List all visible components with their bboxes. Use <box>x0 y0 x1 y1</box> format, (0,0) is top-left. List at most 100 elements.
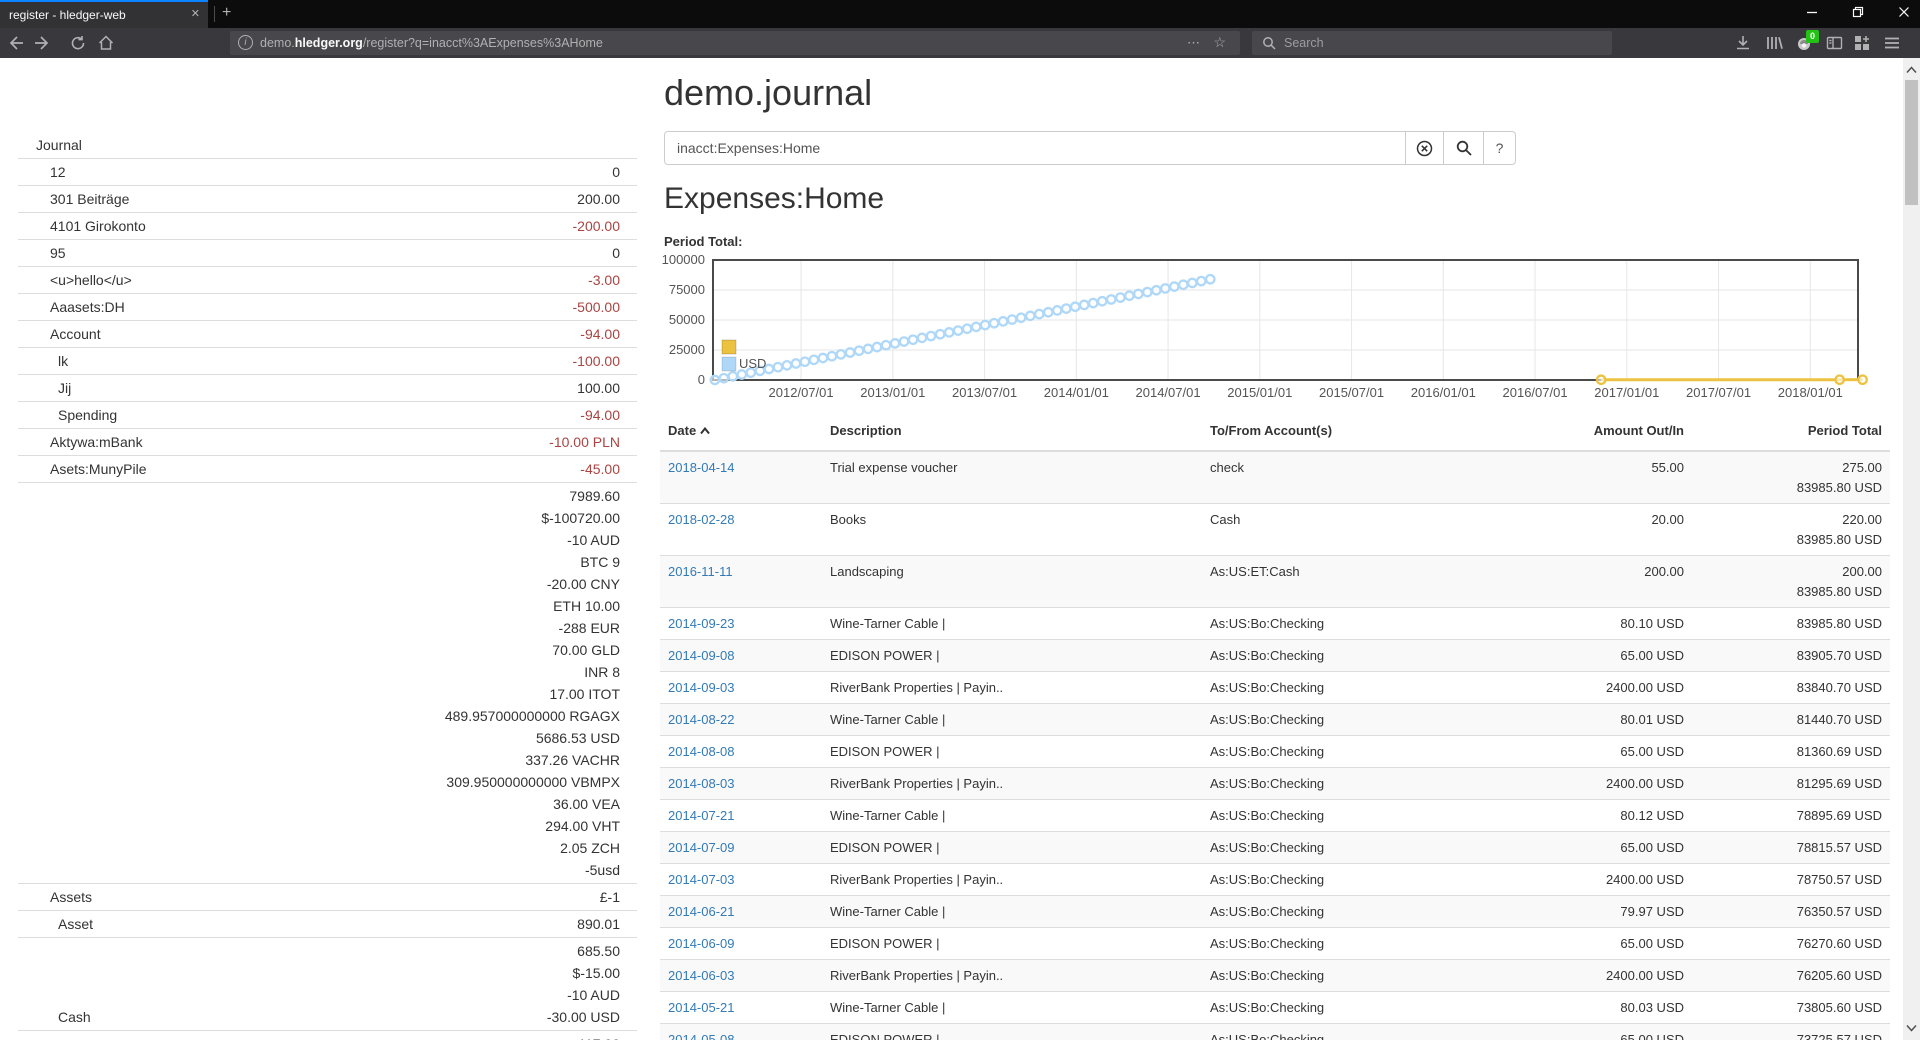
home-icon[interactable] <box>98 35 114 51</box>
period-total-chart[interactable]: 2012/07/01 2013/01/01 2013/07/01 2014/01/01… <box>650 248 1903 413</box>
sidebar-account-link[interactable]: 301 Beiträge <box>50 191 130 207</box>
transaction-description: RiverBank Properties | Payin.. <box>822 863 1202 896</box>
sidebar-account-link[interactable]: 12 <box>50 164 66 180</box>
transaction-date-link[interactable]: 2014-09-08 <box>668 648 735 663</box>
transaction-account: As:US:Bo:Checking <box>1202 767 1482 800</box>
period-total-amount: 78750.57 USD <box>1796 872 1882 887</box>
sidebar-account-link[interactable]: Assets <box>50 889 93 905</box>
sidebar-account-link[interactable]: Account <box>50 326 101 342</box>
sidebar-account-link[interactable]: Spending <box>58 407 118 423</box>
menu-hamburger-icon[interactable] <box>1884 35 1900 51</box>
col-account[interactable]: To/From Account(s) <box>1202 414 1482 452</box>
sidebar-account-link[interactable]: 4101 Girokonto <box>50 218 146 234</box>
clear-query-button[interactable] <box>1405 131 1444 165</box>
transaction-date-link[interactable]: 2014-06-09 <box>668 936 735 951</box>
transaction-date-link[interactable]: 2014-07-21 <box>668 808 735 823</box>
extension-icon[interactable]: 0 <box>1796 30 1819 51</box>
transaction-date-link[interactable]: 2014-08-22 <box>668 712 735 727</box>
balance-amount: 7989.60 <box>569 488 620 504</box>
sidebar-account-link[interactable]: Journal <box>36 137 82 153</box>
back-icon[interactable] <box>8 35 24 51</box>
data-point <box>1177 279 1189 291</box>
query-input[interactable] <box>664 131 1406 165</box>
data-point <box>997 316 1009 327</box>
balance-amount: £-1 <box>599 889 620 905</box>
url-bar[interactable]: i demo.hledger.org/register?q=inacct%3AE… <box>230 31 1240 55</box>
sidebar-table: Journal 12 0 301 Beiträge 200.00 4101 Girokon… <box>18 132 637 1040</box>
reload-icon[interactable] <box>70 35 86 51</box>
sidebar-account-link[interactable]: Jij <box>58 380 72 396</box>
sidebar-account-link[interactable]: lk <box>58 353 69 369</box>
transaction-date-link[interactable]: 2018-04-14 <box>668 460 735 475</box>
downloads-icon[interactable] <box>1735 35 1751 51</box>
transaction-amount: 80.10 USD <box>1482 607 1692 640</box>
register-row: 2014-09-03 RiverBank Properties | Payin..… <box>660 671 1890 704</box>
submit-search-button[interactable] <box>1443 131 1484 165</box>
browser-search-field[interactable]: Search <box>1252 31 1612 55</box>
balance-amount: 36.00 VEA <box>553 796 620 812</box>
transaction-date-link[interactable]: 2014-08-08 <box>668 744 735 759</box>
register-row: 2014-08-03 RiverBank Properties | Payin..… <box>660 767 1890 800</box>
sidebar-account-link[interactable]: <u>hello</u> <box>50 272 132 288</box>
col-period-total[interactable]: Period Total <box>1692 414 1890 452</box>
new-tab-button[interactable]: + <box>222 4 232 21</box>
col-date[interactable]: Date <box>660 414 822 452</box>
transaction-account: Cash <box>1202 503 1482 556</box>
url-path: /register?q=inacct%3AExpenses%3AHome <box>362 36 603 50</box>
sidebar-account-link[interactable]: Aktywa:mBank <box>50 434 143 450</box>
balance-amount: BTC 9 <box>580 554 620 570</box>
sidebar-account-link[interactable]: Asets:MunyPile <box>50 461 147 477</box>
period-total-amount: 81295.69 USD <box>1796 776 1882 791</box>
sidebar-account-link[interactable]: Asset <box>58 916 94 932</box>
minimize-icon[interactable] <box>1802 5 1822 23</box>
register-row: 2018-02-28 Books Cash 20.00 220.00 83985.80 U… <box>660 503 1890 556</box>
transaction-date-link[interactable]: 2016-11-11 <box>668 564 733 579</box>
sidebar-toggle-icon[interactable] <box>1826 35 1843 51</box>
activity-stream-icon[interactable] <box>1854 35 1870 51</box>
sidebar-account-link[interactable]: Cash <box>58 1009 91 1025</box>
x-tick-label: 2015/07/01 <box>1319 385 1384 400</box>
period-total-cell: 83985.80 USD <box>1692 607 1890 640</box>
transaction-date-link[interactable]: 2014-07-09 <box>668 840 735 855</box>
transaction-account: As:US:Bo:Checking <box>1202 671 1482 704</box>
scrollbar-thumb[interactable] <box>1905 80 1918 205</box>
plot-border <box>712 259 1859 381</box>
balance-amount: 5686.53 USD <box>535 730 620 746</box>
close-window-icon[interactable] <box>1894 5 1914 23</box>
transaction-amount: 65.00 USD <box>1482 927 1692 960</box>
transaction-date-cell: 2018-02-28 <box>660 503 822 556</box>
library-icon[interactable] <box>1766 35 1783 51</box>
forward-icon[interactable] <box>34 35 50 51</box>
col-amount[interactable]: Amount Out/In <box>1482 414 1692 452</box>
scroll-up-icon[interactable] <box>1906 61 1917 79</box>
period-total-cell: 76205.60 USD <box>1692 959 1890 992</box>
transaction-date-link[interactable]: 2014-08-03 <box>668 776 735 791</box>
page-actions-icon[interactable]: ⋯ <box>1187 35 1200 50</box>
data-point <box>988 317 1000 329</box>
sidebar-account-link[interactable]: 95 <box>50 245 66 261</box>
transaction-date-link[interactable]: 2014-09-23 <box>668 616 735 631</box>
transaction-date-link[interactable]: 2018-02-28 <box>668 512 735 527</box>
data-point <box>1096 295 1108 307</box>
period-total-cell: 78750.57 USD <box>1692 863 1890 896</box>
page-scrollbar[interactable] <box>1903 58 1920 1040</box>
scroll-down-icon[interactable] <box>1906 1019 1917 1037</box>
transaction-date-link[interactable]: 2014-05-08 <box>668 1032 735 1040</box>
data-point <box>1105 294 1117 305</box>
transaction-date-link[interactable]: 2014-06-03 <box>668 968 735 983</box>
account-balance-cell: 685.50 $-15.00 -10 AUD -30.00 USD <box>266 937 637 1031</box>
col-description[interactable]: Description <box>822 414 1202 452</box>
bookmark-star-icon[interactable]: ☆ <box>1213 34 1226 50</box>
tab-close-icon[interactable]: ✕ <box>190 8 200 20</box>
transaction-date-link[interactable]: 2014-06-21 <box>668 904 735 919</box>
balance-amount: -30.00 USD <box>546 1009 620 1025</box>
restore-window-icon[interactable] <box>1848 5 1868 23</box>
transaction-date-link[interactable]: 2014-05-21 <box>668 1000 735 1015</box>
search-help-button[interactable]: ? <box>1483 131 1516 165</box>
sidebar-account-link[interactable]: Aaasets:DH <box>50 299 125 315</box>
site-info-icon[interactable]: i <box>238 35 253 50</box>
transaction-date-link[interactable]: 2014-09-03 <box>668 680 735 695</box>
sidebar-account-row: Asets:MunyPile -45.00 <box>18 455 637 483</box>
transaction-date-link[interactable]: 2014-07-03 <box>668 872 735 887</box>
browser-tab[interactable]: register - hledger-web ✕ <box>0 0 208 28</box>
